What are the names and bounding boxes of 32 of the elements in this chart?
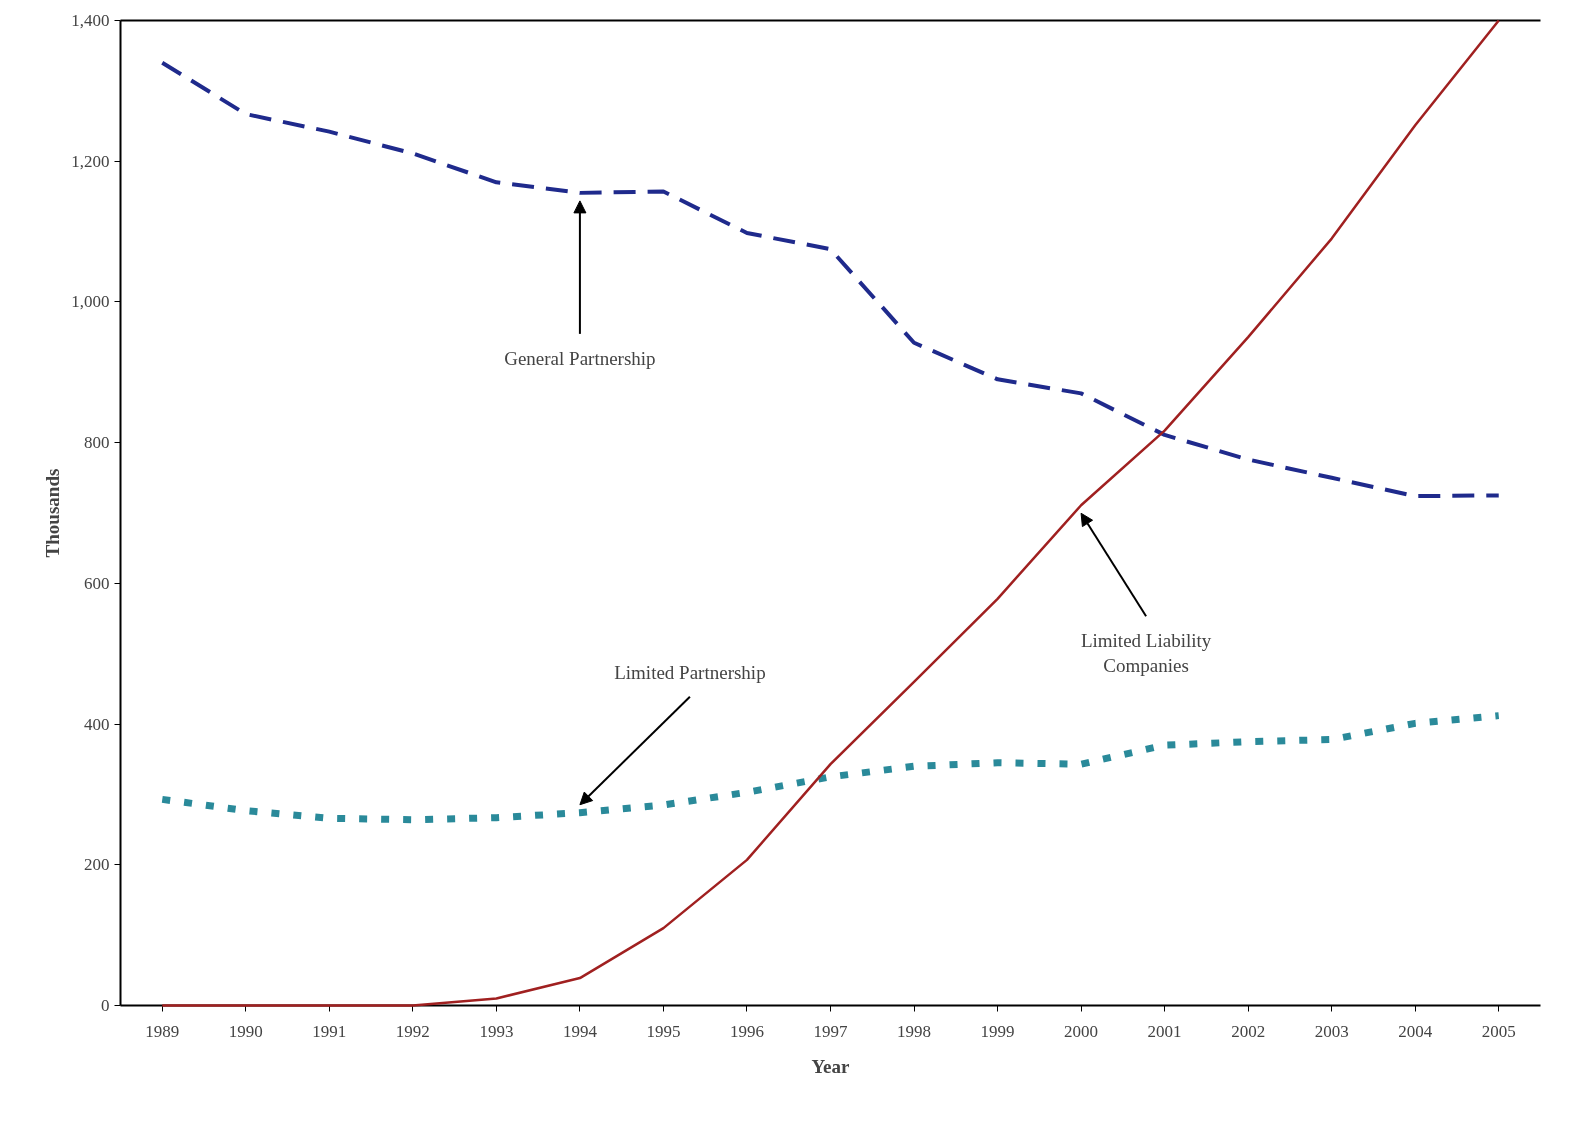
x-tick-label: 2001: [1147, 1021, 1182, 1041]
annotation: General Partnership: [504, 347, 656, 369]
x-tick-label: 1989: [145, 1021, 180, 1041]
x-tick-label: 2005: [1481, 1021, 1516, 1041]
x-tick-label: 1998: [897, 1021, 932, 1041]
y-tick-label: 600: [84, 573, 110, 593]
x-tick-label: 1993: [479, 1021, 514, 1041]
line-series: [161, 19, 1500, 1007]
y-tick-label: 800: [84, 433, 110, 453]
x-tick-label: 1991: [312, 1021, 347, 1041]
x-tick-label: 1994: [562, 1021, 598, 1041]
x-tick-label: 2004: [1398, 1021, 1433, 1041]
line-series: [160, 60, 1501, 499]
y-tick-label: 1,200: [71, 151, 110, 171]
y-tick-label: 200: [84, 855, 110, 875]
x-tick-label: 1997: [813, 1021, 848, 1041]
x-tick-label: 1999: [980, 1021, 1015, 1041]
y-axis-title: Thousands: [42, 468, 64, 558]
x-tick-label: 2000: [1064, 1021, 1099, 1041]
annotation: Limited Partnership: [614, 661, 766, 683]
x-axis-title: Year: [811, 1055, 851, 1077]
y-tick-label: 0: [101, 996, 110, 1015]
x-tick-label: 1996: [729, 1021, 764, 1041]
y-tick-label: 1,400: [71, 11, 110, 30]
annotation: Limited Liability Companies: [1080, 630, 1212, 677]
y-tick-label: 400: [84, 714, 110, 734]
y-tick-label: 1,000: [71, 292, 110, 312]
x-tick-label: 2002: [1231, 1021, 1266, 1041]
x-tick-label: 1992: [395, 1021, 430, 1041]
x-tick-label: 1990: [228, 1021, 263, 1041]
x-tick-label: 2003: [1314, 1021, 1349, 1041]
x-tick-label: 1995: [646, 1021, 681, 1041]
